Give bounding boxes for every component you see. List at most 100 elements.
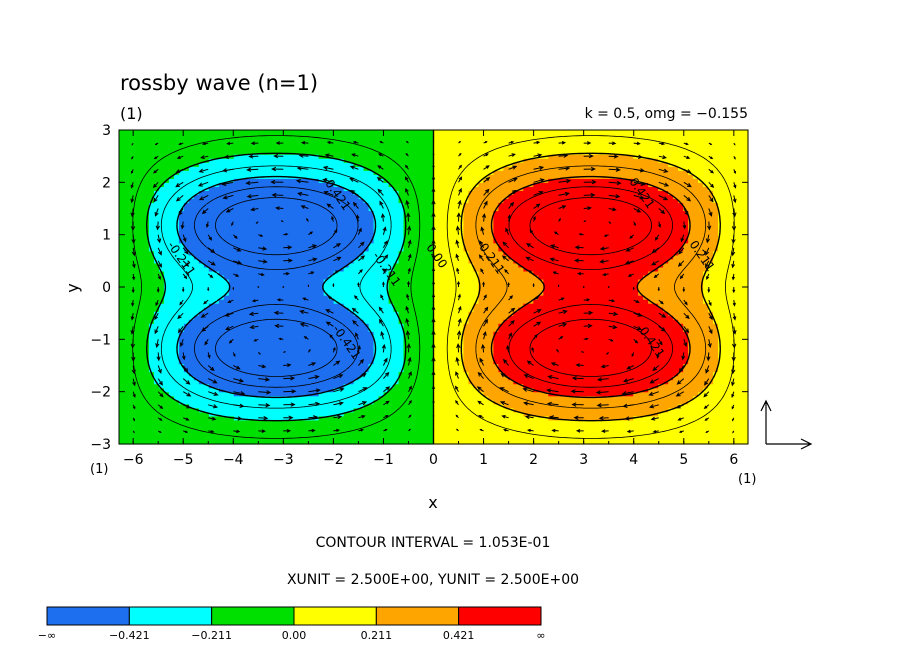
field-cell	[343, 206, 350, 212]
field-cell	[183, 355, 190, 361]
field-cell	[233, 186, 240, 191]
field-cell	[238, 154, 245, 159]
field-cell	[213, 399, 220, 405]
field-cell	[218, 351, 225, 357]
field-cell	[238, 130, 245, 135]
field-cell	[223, 383, 230, 389]
field-cell	[378, 278, 385, 284]
field-cell	[128, 234, 135, 240]
field-cell	[403, 367, 410, 373]
field-cell	[233, 439, 240, 445]
field-cell	[258, 371, 265, 377]
field-cell	[398, 407, 405, 413]
field-cell	[403, 158, 410, 163]
field-cell	[358, 371, 365, 377]
field-cell	[238, 182, 245, 187]
field-cell	[378, 226, 385, 232]
field-cell	[313, 403, 320, 409]
field-cell	[153, 391, 160, 397]
field-cell	[388, 130, 395, 135]
field-cell	[388, 186, 395, 191]
field-cell	[398, 238, 405, 244]
field-cell	[258, 194, 265, 200]
field-cell	[168, 230, 175, 236]
field-cell	[313, 226, 320, 232]
field-cell	[218, 238, 225, 244]
field-cell	[263, 419, 270, 425]
field-cell	[193, 383, 200, 389]
field-cell	[263, 411, 270, 417]
field-cell	[328, 142, 335, 147]
field-cell	[243, 339, 250, 344]
field-cell	[368, 282, 375, 288]
field-cell	[123, 214, 130, 220]
field-cell	[308, 158, 315, 163]
field-cell	[163, 355, 170, 361]
field-cell	[298, 202, 305, 208]
field-cell	[128, 307, 135, 312]
field-cell	[338, 323, 345, 328]
field-cell	[328, 287, 335, 292]
field-cell	[223, 287, 230, 292]
field-cell	[353, 238, 360, 244]
field-cell	[258, 218, 265, 224]
field-cell	[193, 258, 200, 264]
field-cell	[403, 363, 410, 369]
field-cell	[373, 395, 380, 401]
field-cell	[323, 202, 330, 208]
field-cell	[363, 254, 370, 260]
field-cell	[323, 250, 330, 256]
field-cell	[268, 130, 275, 135]
field-cell	[168, 295, 175, 300]
field-cell	[138, 154, 145, 159]
field-cell	[123, 258, 130, 264]
field-cell	[223, 307, 230, 312]
field-cell	[133, 154, 140, 159]
field-cell	[123, 254, 130, 260]
field-cell	[148, 367, 155, 373]
field-cell	[353, 303, 360, 308]
field-cell	[298, 431, 305, 437]
field-cell	[123, 238, 130, 244]
field-cell	[423, 371, 430, 377]
field-cell	[368, 166, 375, 171]
field-cell	[393, 130, 400, 135]
field-cell	[158, 291, 165, 296]
field-cell	[398, 166, 405, 171]
field-cell	[378, 230, 385, 236]
field-cell	[153, 150, 160, 155]
field-cell	[398, 335, 405, 340]
field-cell	[198, 407, 205, 413]
field-cell	[233, 435, 240, 441]
field-cell	[373, 287, 380, 292]
field-cell	[233, 262, 240, 268]
field-cell	[383, 202, 390, 208]
field-cell	[403, 282, 410, 288]
field-cell	[243, 234, 250, 240]
field-cell	[148, 270, 155, 276]
field-cell	[373, 182, 380, 187]
field-cell	[298, 351, 305, 357]
field-cell	[253, 222, 260, 228]
field-cell	[158, 295, 165, 300]
field-cell	[128, 190, 135, 196]
field-cell	[283, 246, 290, 252]
field-cell	[368, 427, 375, 433]
field-cell	[188, 154, 195, 159]
field-cell	[248, 238, 255, 244]
field-cell	[413, 214, 420, 220]
field-cell	[163, 266, 170, 272]
field-cell	[208, 218, 215, 224]
field-cell	[323, 142, 330, 147]
field-cell	[213, 214, 220, 220]
field-cell	[168, 415, 175, 421]
field-cell	[213, 242, 220, 248]
field-cell	[243, 254, 250, 260]
field-cell	[408, 226, 415, 232]
field-cell	[303, 222, 310, 228]
field-cell	[423, 315, 430, 320]
field-cell	[128, 303, 135, 308]
field-cell	[168, 198, 175, 204]
field-cell	[218, 379, 225, 385]
field-cell	[393, 435, 400, 441]
